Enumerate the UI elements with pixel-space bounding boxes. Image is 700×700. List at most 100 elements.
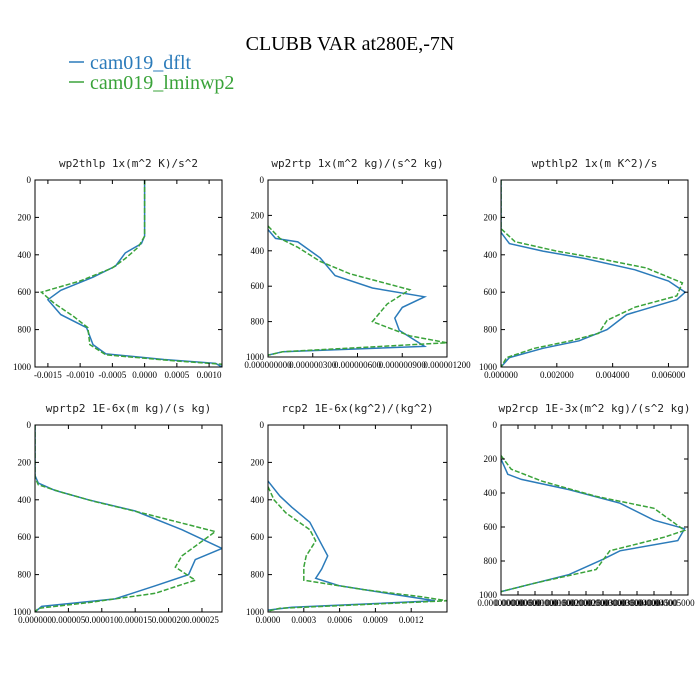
y-tick-label: 1000 xyxy=(13,362,32,372)
y-tick-label: 600 xyxy=(484,522,498,532)
x-tick-label: 0.002000 xyxy=(540,370,574,380)
y-tick-label: 200 xyxy=(484,454,498,464)
y-tick-label: 400 xyxy=(251,246,265,256)
series-line-cam019_dflt xyxy=(268,480,436,611)
y-tick-label: 400 xyxy=(484,250,498,260)
x-tick-label: 0.004000 xyxy=(596,370,630,380)
x-tick-label: 0.0009 xyxy=(363,615,388,625)
panel-2: wp2rtp 1x(m^2 kg)/(s^2 kg) 0 200 400 600 800 1… xyxy=(244,157,471,370)
x-tick-label: 0.000020 xyxy=(152,615,186,625)
x-tick-label: 0.000001000 xyxy=(511,598,559,608)
x-tick-label: 0.000003000 xyxy=(579,598,627,608)
legend-label-dflt: cam019_dflt xyxy=(90,52,192,74)
panel-title: wpthlp2 1x(m K^2)/s xyxy=(532,157,658,170)
y-tick-label: 0 xyxy=(27,420,32,430)
y-tick-label: 800 xyxy=(484,325,498,335)
x-tick-label: 0.000000 xyxy=(18,615,52,625)
axes-frame xyxy=(34,424,223,613)
x-tick-label: 0.000025 xyxy=(185,615,219,625)
x-tick-label: 0.000003500 xyxy=(596,598,644,608)
x-tick-label: 0.0000 xyxy=(256,615,281,625)
y-tick-label: 600 xyxy=(18,532,32,542)
y-tick-label: 0 xyxy=(27,175,32,185)
figure-title: CLUBB VAR at280E,-7N xyxy=(246,33,455,55)
panel-title: wprtp2 1E-6x(m kg)/(s kg) xyxy=(46,402,212,415)
series-line-cam019_lminwp2 xyxy=(268,225,447,356)
x-tick-label: 0.000015 xyxy=(118,615,152,625)
axes-frame xyxy=(500,179,689,368)
series-line-cam019_dflt xyxy=(35,425,222,612)
x-tick-label: 0.000000000 xyxy=(244,360,292,370)
y-tick-label: 400 xyxy=(18,495,32,505)
y-tick-label: 0 xyxy=(260,420,265,430)
x-tick-label: 0.000000500 xyxy=(494,598,542,608)
series-line-cam019_lminwp2 xyxy=(501,180,684,367)
x-tick-label: 0.000000 xyxy=(484,370,518,380)
panel-3: wpthlp2 1x(m K^2)/s020040060080010000.00… xyxy=(479,157,689,380)
x-tick-label: 0.000001200 xyxy=(423,360,471,370)
y-tick-label: 200 xyxy=(18,212,32,222)
series-line-cam019_dflt xyxy=(501,180,687,367)
series-line-cam019_lminwp2 xyxy=(35,425,218,612)
x-tick-label: 0.000000600 xyxy=(334,360,382,370)
x-tick-label: 0.000000900 xyxy=(379,360,427,370)
y-tick-label: 1000 xyxy=(479,362,498,372)
y-tick-label: 1000 xyxy=(246,352,265,362)
y-tick-label: 1000 xyxy=(479,590,498,600)
x-tick-label: 0.000000000 xyxy=(477,598,525,608)
panel-title: wp2thlp 1x(m^2 K)/s^2 xyxy=(59,157,198,170)
series-line-cam019_dflt xyxy=(268,229,428,356)
y-tick-label: 400 xyxy=(484,488,498,498)
series-line-cam019_lminwp2 xyxy=(501,455,687,593)
legend: cam019_dflt cam019_lminwp2 xyxy=(69,52,234,94)
y-tick-label: 0 xyxy=(493,420,498,430)
x-tick-label: 0.000004000 xyxy=(613,598,661,608)
axes-frame xyxy=(34,179,223,368)
y-tick-label: 600 xyxy=(18,287,32,297)
series-line-cam019_lminwp2 xyxy=(268,486,447,612)
panel-6: wp2rcp 1E-3x(m^2 kg)/(s^2 kg)0 200 400 600 8… xyxy=(477,402,695,608)
y-tick-label: 0 xyxy=(493,175,498,185)
y-tick-label: 600 xyxy=(251,281,265,291)
y-tick-label: 600 xyxy=(484,287,498,297)
axes-frame xyxy=(267,424,448,613)
x-tick-label: -0.0015 xyxy=(34,370,62,380)
y-tick-label: 1000 xyxy=(246,607,265,617)
y-tick-label: 400 xyxy=(18,250,32,260)
x-tick-label: -0.0010 xyxy=(66,370,94,380)
y-tick-label: 800 xyxy=(251,317,265,327)
y-tick-label: 200 xyxy=(251,457,265,467)
x-tick-label: 0.000001500 xyxy=(528,598,576,608)
y-tick-label: 400 xyxy=(251,495,265,505)
x-tick-label: 0.0006 xyxy=(327,615,352,625)
x-tick-label: 0.0010 xyxy=(197,370,222,380)
panel-title: wp2rcp 1E-3x(m^2 kg)/(s^2 kg) xyxy=(498,402,690,415)
x-tick-label: 0.000002500 xyxy=(562,598,610,608)
x-tick-label: 0.006000 xyxy=(652,370,686,380)
panel-title: rcp2 1E-6x(kg^2)/(kg^2) xyxy=(281,402,433,415)
x-tick-label: 0.0003 xyxy=(291,615,316,625)
x-tick-label: 0.000000300 xyxy=(289,360,337,370)
series-line-cam019_dflt xyxy=(501,458,686,593)
y-tick-label: 200 xyxy=(484,212,498,222)
panel-1: wp2thlp 1x(m^2 K)/s^202004006008001000-0… xyxy=(13,157,223,380)
y-tick-label: 200 xyxy=(251,210,265,220)
x-tick-label: 0.000010 xyxy=(85,615,119,625)
y-tick-label: 1000 xyxy=(13,607,32,617)
x-tick-label: 0.000005000 xyxy=(647,598,695,608)
y-tick-label: 200 xyxy=(18,457,32,467)
panel-title: wp2rtp 1x(m^2 kg)/(s^2 kg) xyxy=(271,157,443,170)
y-tick-label: 800 xyxy=(18,325,32,335)
legend-label-lminwp2: cam019_lminwp2 xyxy=(90,72,234,94)
y-tick-label: 800 xyxy=(18,570,32,580)
x-tick-label: 0.0012 xyxy=(399,615,424,625)
y-tick-label: 800 xyxy=(251,570,265,580)
x-tick-label: 0.000002000 xyxy=(545,598,593,608)
x-tick-label: 0.000004500 xyxy=(630,598,678,608)
x-tick-label: 0.000005 xyxy=(52,615,86,625)
x-tick-label: -0.0005 xyxy=(99,370,127,380)
series-line-cam019_lminwp2 xyxy=(39,180,222,367)
x-tick-label: 0.0000 xyxy=(132,370,157,380)
panel-5: rcp2 1E-6x(kg^2)/(kg^2) 0 200 400 600 800 1000… xyxy=(246,402,448,625)
